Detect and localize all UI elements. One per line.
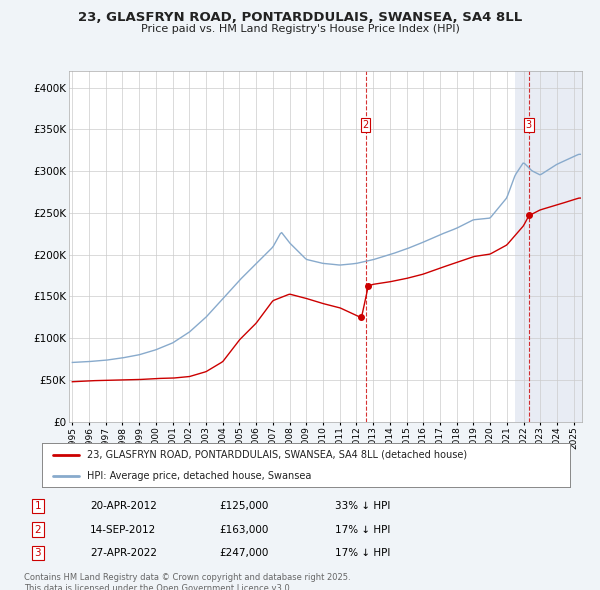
Text: 1: 1 — [35, 501, 41, 511]
Text: 20-APR-2012: 20-APR-2012 — [90, 501, 157, 511]
Text: Price paid vs. HM Land Registry's House Price Index (HPI): Price paid vs. HM Land Registry's House … — [140, 24, 460, 34]
Text: 3: 3 — [526, 120, 532, 130]
Text: 17% ↓ HPI: 17% ↓ HPI — [335, 525, 390, 535]
Text: 23, GLASFRYN ROAD, PONTARDDULAIS, SWANSEA, SA4 8LL (detached house): 23, GLASFRYN ROAD, PONTARDDULAIS, SWANSE… — [87, 450, 467, 460]
Text: 14-SEP-2012: 14-SEP-2012 — [90, 525, 156, 535]
Bar — [515, 71, 582, 422]
Text: £125,000: £125,000 — [220, 501, 269, 511]
Text: 3: 3 — [35, 548, 41, 558]
Text: 2: 2 — [35, 525, 41, 535]
Text: Contains HM Land Registry data © Crown copyright and database right 2025.
This d: Contains HM Land Registry data © Crown c… — [24, 573, 350, 590]
Text: 17% ↓ HPI: 17% ↓ HPI — [335, 548, 390, 558]
Text: £247,000: £247,000 — [220, 548, 269, 558]
Text: 2: 2 — [362, 120, 369, 130]
Text: £163,000: £163,000 — [220, 525, 269, 535]
Text: 23, GLASFRYN ROAD, PONTARDDULAIS, SWANSEA, SA4 8LL: 23, GLASFRYN ROAD, PONTARDDULAIS, SWANSE… — [78, 11, 522, 24]
Text: 27-APR-2022: 27-APR-2022 — [90, 548, 157, 558]
Text: HPI: Average price, detached house, Swansea: HPI: Average price, detached house, Swan… — [87, 471, 311, 481]
Text: 33% ↓ HPI: 33% ↓ HPI — [335, 501, 390, 511]
